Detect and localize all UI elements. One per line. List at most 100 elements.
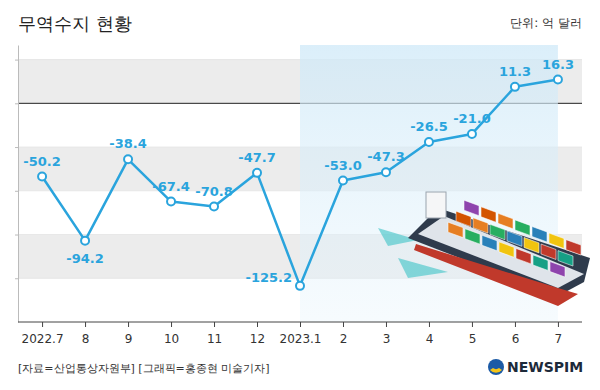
y-tick [15,278,18,279]
x-tick-label: 7 [555,332,563,346]
x-tick-label: 12 [250,332,265,346]
x-tick-mark [257,322,258,327]
x-tick-mark [85,322,86,327]
data-label: -50.2 [23,154,60,169]
y-tick [15,191,18,192]
x-axis: 2022.7 8 9 10 11 12 2023.1 2 3 4 5 6 7 [18,322,582,346]
y-axis [15,46,19,323]
data-label: 11.3 [499,64,531,79]
x-tick-mark [343,322,344,327]
ship-container [490,224,505,239]
x-tick-mark [300,322,301,327]
data-label: -125.2 [245,270,292,285]
data-label: -53.0 [324,158,361,173]
ship-container [550,262,565,277]
y-axis-line [18,46,19,323]
y-tick [15,103,18,104]
y-tick-mark [15,235,18,236]
data-label: -21.0 [453,111,490,126]
x-tick-label: 2 [340,332,348,346]
y-tick-mark [15,278,18,279]
ship-deck [418,216,584,288]
data-label: -94.2 [66,251,103,266]
x-tick-mark [558,322,559,327]
ship-container [481,207,496,222]
data-label: -26.5 [410,119,447,134]
y-tick-mark [15,103,18,104]
ship-container [532,226,547,241]
data-line [42,80,558,286]
logo-icon-accent [490,368,502,373]
ship-container [516,248,531,263]
y-tick [15,235,18,236]
ship-container [482,235,497,250]
ship-bridge [426,192,446,218]
x-tick: 9 [125,322,133,346]
data-point [554,76,562,84]
x-tick-label: 11 [207,332,222,346]
data-label: -47.7 [238,150,275,165]
x-tick-mark [472,322,473,327]
x-tick: 8 [82,322,90,346]
ship-container [566,240,581,255]
data-label: -38.4 [109,136,146,151]
ship-illustration [378,192,590,306]
logo-text: NEWSPIM [507,359,583,375]
x-tick-label: 9 [125,332,133,346]
chart-svg: 2022.7 8 9 10 11 12 2023.1 2 3 4 5 6 7 -50.2 -94.2 -38.… [0,0,600,390]
data-point [253,169,261,177]
plot-area [38,76,562,290]
ship-container [464,200,479,215]
data-point [425,138,433,146]
data-label: -70.8 [195,184,232,199]
x-tick-label: 3 [383,332,391,346]
y-tick [15,60,18,61]
x-tick: 2022.7 [22,322,64,346]
y-tick-mark [15,191,18,192]
x-tick: 6 [512,322,520,346]
data-point [511,83,519,91]
ship-container [533,255,548,270]
x-tick-label: 10 [164,332,179,346]
x-tick: 10 [164,322,179,346]
ship-container [549,233,564,248]
data-point [382,168,390,176]
ship-container [499,242,514,257]
data-label: -47.3 [367,149,404,164]
x-tick: 2 [340,322,348,346]
ship-container [456,211,471,226]
ship-wake [398,258,448,278]
logo-icon [488,359,504,375]
data-point [468,130,476,138]
x-tick-mark [214,322,215,327]
data-point [167,198,175,206]
x-tick-label: 5 [469,332,477,346]
x-tick-label: 4 [426,332,434,346]
x-tick-mark [429,322,430,327]
data-label: 16.3 [542,57,574,72]
ship-container [515,220,530,235]
data-point [339,177,347,185]
x-tick-mark [171,322,172,327]
x-tick: 4 [426,322,434,346]
ship-container [448,222,463,237]
x-tick-mark [386,322,387,327]
x-tick-label: 2023.1 [280,332,322,346]
ship-container [473,218,488,233]
x-tick-label: 6 [512,332,520,346]
data-point [38,173,46,181]
data-labels: -50.2 -94.2 -38.4 -67.4 -70.8 -47.7 -125.2 -53.… [23,57,574,285]
ship-container [507,231,522,246]
x-tick: 7 [555,322,563,346]
data-point [81,237,89,245]
chart-title: 무역수지 현황 [18,13,132,34]
ship-container [498,213,513,228]
x-tick: 2023.1 [280,322,322,346]
data-label: -67.4 [152,179,189,194]
x-tick-mark [128,322,129,327]
x-tick-label: 2022.7 [22,332,64,346]
ship-container [558,251,573,266]
source-credit: [자료=산업통상자원부] [그래픽=홍종현 미술기자] [18,362,270,375]
ship-container [465,229,480,244]
y-tick [15,147,18,148]
